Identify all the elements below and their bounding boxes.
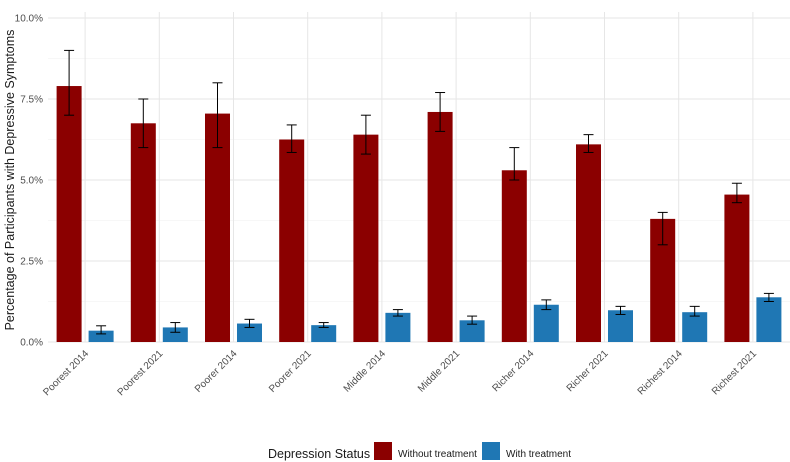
y-tick-label: 5.0% [20, 176, 43, 187]
bar-without-treatment [353, 134, 379, 342]
bar-without-treatment [56, 86, 82, 342]
x-tick-label: Poorest 2014 [41, 348, 91, 398]
bar-with-treatment [311, 325, 337, 342]
x-axis-ticks: Poorest 2014 Poorest 2021 Poorer 2014 Poore… [41, 348, 759, 398]
bar-without-treatment [130, 123, 156, 342]
x-tick-label: Poorer 2014 [193, 348, 240, 395]
grid [48, 12, 790, 343]
bar-with-treatment [385, 312, 411, 342]
legend-label-without-treatment: Without treatment [398, 449, 477, 460]
y-axis-title: Percentage of Participants with Depressi… [3, 30, 17, 331]
y-tick-label: 10.0% [15, 14, 43, 25]
y-tick-label: 0.0% [20, 338, 43, 349]
x-tick-label: Richer 2014 [491, 348, 537, 394]
x-tick-label: Poorest 2021 [116, 348, 166, 398]
bar-without-treatment [576, 144, 601, 342]
x-tick-label: Richest 2014 [636, 348, 685, 397]
x-tick-label: Poorer 2021 [267, 348, 314, 395]
bar-without-treatment [279, 139, 305, 342]
bar-without-treatment [501, 170, 527, 342]
x-tick-label: Richest 2021 [710, 348, 759, 397]
legend-swatch-with-treatment [482, 442, 500, 460]
bar-with-treatment [162, 327, 188, 342]
y-tick-label: 7.5% [20, 95, 43, 106]
bar-without-treatment [205, 113, 230, 342]
legend-swatch-without-treatment [374, 442, 392, 460]
bar-without-treatment [724, 194, 750, 342]
y-axis-ticks: 0.0% 2.5% 5.0% 7.5% 10.0% [15, 14, 43, 349]
bar-with-treatment [682, 312, 708, 342]
x-tick-label: Richer 2021 [565, 348, 611, 394]
bar-with-treatment [608, 310, 633, 342]
bar-with-treatment [88, 330, 114, 342]
bar-without-treatment [427, 111, 453, 343]
legend: Depression Status Without treatment With… [268, 442, 571, 461]
bars [56, 49, 782, 343]
legend-label-with-treatment: With treatment [506, 449, 571, 460]
bar-with-treatment [459, 320, 485, 342]
legend-title: Depression Status [268, 447, 370, 461]
bar-with-treatment [756, 297, 782, 342]
bar-with-treatment [237, 323, 262, 342]
bar-with-treatment [533, 304, 559, 342]
y-tick-label: 2.5% [20, 257, 43, 268]
x-tick-label: Middle 2014 [342, 348, 389, 395]
x-tick-label: Middle 2021 [416, 348, 463, 395]
